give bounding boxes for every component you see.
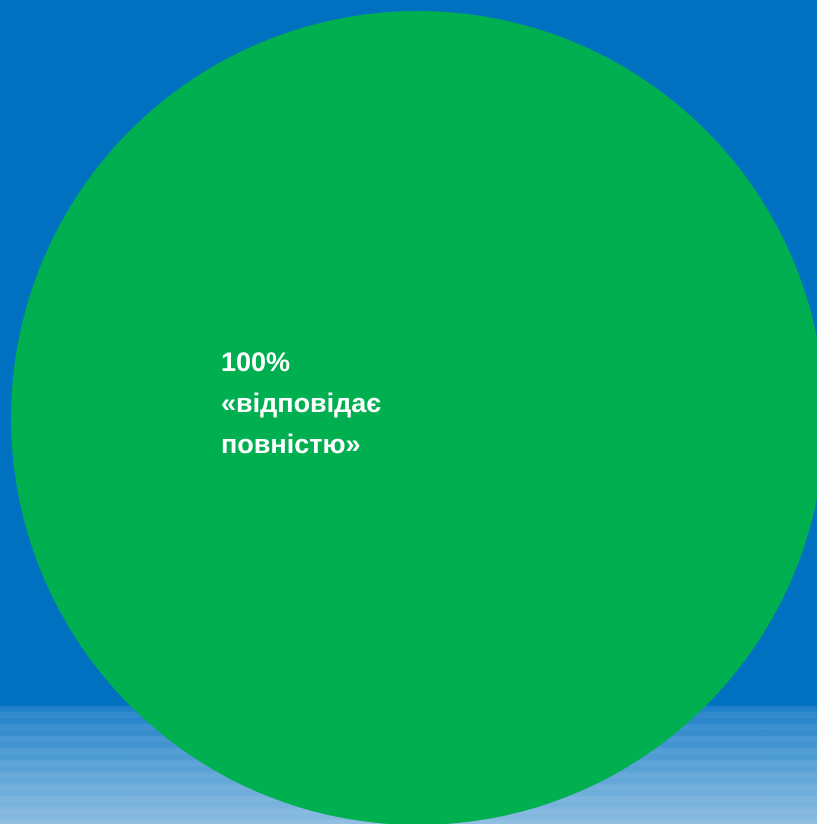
slice-category-line-1: «відповідає <box>221 388 382 418</box>
slice-value-label: 100% <box>221 347 291 377</box>
pie-slice-0 <box>11 11 817 824</box>
slice-data-label: 100% «відповідає повністю» <box>221 342 481 465</box>
slice-category-line-2: повністю» <box>221 429 361 459</box>
pie-slices <box>11 11 817 824</box>
